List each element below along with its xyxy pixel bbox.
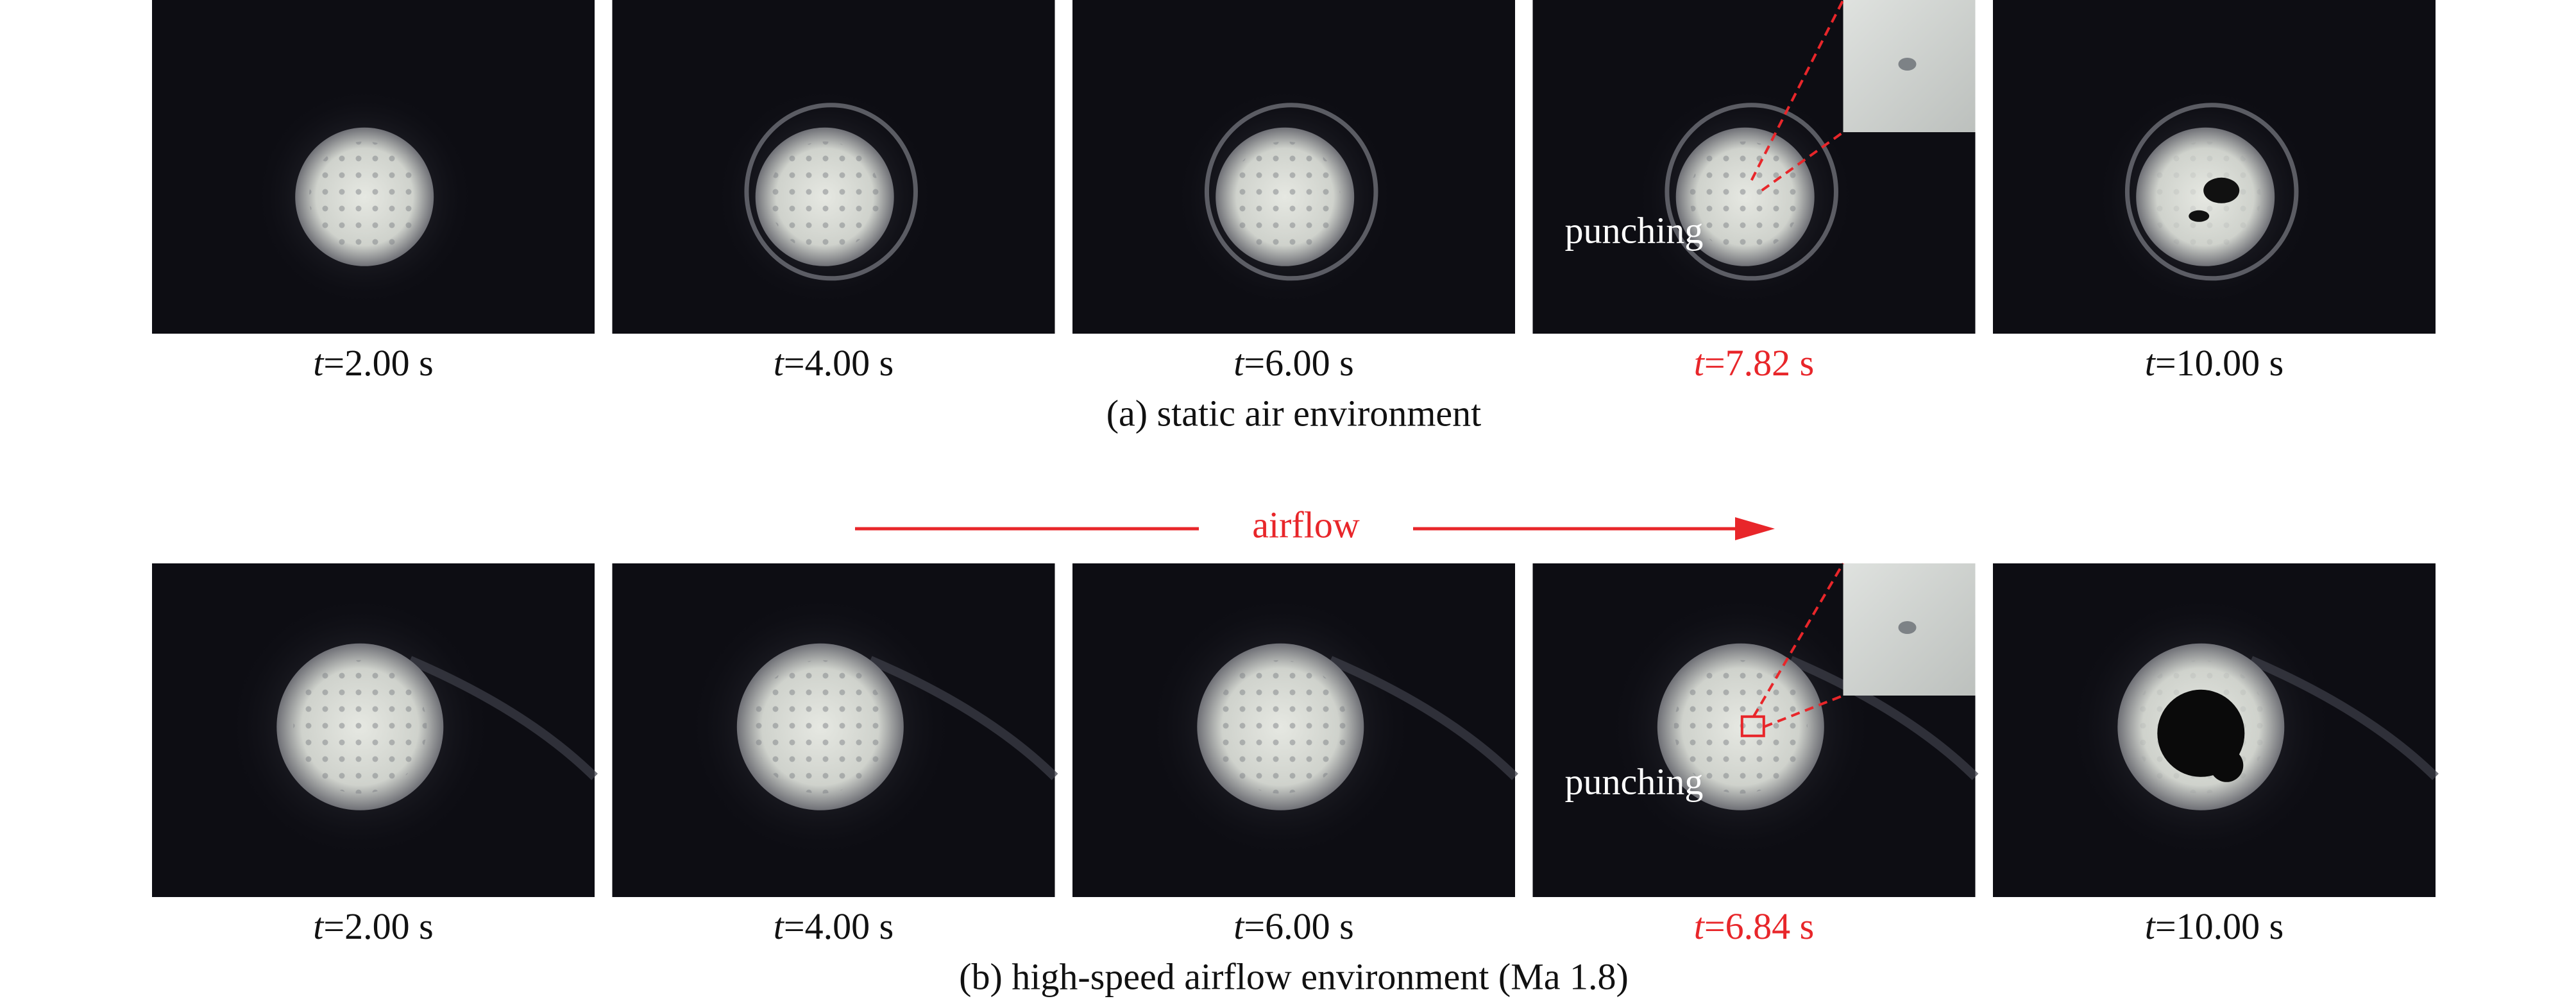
time-variable: t [774,905,785,947]
frame-caption: t=6.00 s [1233,342,1353,384]
time-variable: t [313,342,325,384]
time-value: =6.00 s [1244,905,1353,947]
frame-caption: t=10.00 s [2145,342,2284,384]
frame-caption: t=6.00 s [1233,905,1353,947]
row-caption: (b) high-speed airflow environment (Ma 1… [959,955,1629,997]
time-variable: t [774,342,785,384]
time-variable: t [313,905,325,947]
hole-pattern [1229,141,1341,253]
airflow-indicator: airflow [855,504,1775,545]
time-variable: t [2145,905,2157,947]
time-variable: t [1233,905,1245,947]
time-value: =4.00 s [784,905,894,947]
halo-ring [1204,103,1378,281]
annotation-label: punching [1565,209,1704,251]
frame-caption: t=4.00 s [774,342,894,384]
airflow-label: airflow [1252,504,1360,545]
wake [1328,656,1518,780]
time-variable: t [1233,342,1245,384]
halo-ring [2124,103,2299,281]
frame-image [152,563,598,897]
frame-image [1072,0,1515,334]
inset-defect [1898,621,1917,634]
time-value: =7.82 s [1704,342,1814,384]
time-value: =6.00 s [1244,342,1353,384]
burn-through [2210,748,2244,782]
frame-image [612,0,1055,334]
hole-pattern [1690,141,1801,253]
time-value: =10.00 s [2155,905,2284,947]
time-variable: t [2145,342,2157,384]
wake [408,656,598,780]
frame-caption: t=4.00 s [774,905,894,947]
annotation-label: punching [1565,760,1704,802]
frame-caption: t=7.82 s [1694,342,1814,384]
hole-pattern [753,660,887,794]
frame-image [1072,563,1518,897]
time-value: =10.00 s [2155,342,2284,384]
time-value: =6.84 s [1704,905,1814,947]
hole-pattern [2149,141,2261,253]
wake [2249,656,2439,780]
time-variable: t [1694,905,1706,947]
zoom-line [1750,0,1845,181]
time-variable: t [1694,342,1706,384]
time-value: =2.00 s [323,905,433,947]
zoom-line [1761,131,1844,192]
frame-caption: t=2.00 s [313,905,433,947]
frame-image [1993,0,2436,334]
frame-caption: t=6.84 s [1694,905,1814,947]
frame-image [152,0,595,334]
frame-image [1993,563,2439,897]
frame-image: punching [1532,562,1979,897]
hole-pattern [293,660,427,794]
hole-pattern [769,141,881,253]
burn-through [2203,177,2240,203]
time-value: =2.00 s [323,342,433,384]
halo-ring [744,103,918,281]
halo-ring [1665,103,1838,281]
frame-image: punching [1532,0,1976,334]
hole-pattern [309,141,420,253]
burn-through [2189,210,2210,222]
time-value: =4.00 s [784,342,894,384]
zoom-line [1752,562,1845,717]
row-caption: (a) static air environment [1106,392,1482,434]
frame-caption: t=2.00 s [313,342,433,384]
wake [869,656,1058,780]
frame-caption: t=10.00 s [2145,905,2284,947]
hole-pattern [1214,660,1348,794]
wake [1789,656,1979,780]
frame-image [612,563,1058,897]
inset-defect [1898,58,1917,71]
arrow-head [1735,517,1775,540]
